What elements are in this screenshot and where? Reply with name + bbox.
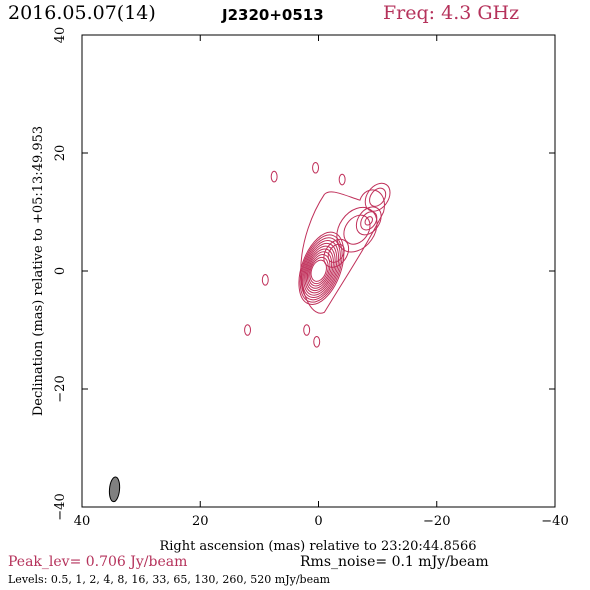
jet-contour (364, 182, 391, 212)
plot-frame (81, 34, 556, 508)
contour-level-0.5 (298, 231, 345, 305)
contour-level-1 (299, 234, 343, 303)
jet-contour (355, 206, 382, 236)
beam-ellipse (108, 476, 121, 503)
jet-contour (336, 206, 378, 253)
x-tick-label: 40 (74, 514, 91, 529)
contour-level-4 (302, 240, 340, 298)
contour-layer (244, 161, 391, 348)
contour-level-65 (306, 251, 333, 289)
contour-level-33 (305, 248, 334, 292)
x-tick-label: −20 (423, 514, 450, 529)
x-tick-label: 20 (192, 514, 209, 529)
x-axis-title: Right ascension (mas) relative to 23:20:… (159, 539, 476, 554)
contour-level-520 (310, 259, 327, 282)
frequency-label: Freq: 4.3 GHz (383, 2, 520, 24)
jet-contour (323, 238, 350, 268)
y-axis-title: Declination (mas) relative to +05:13:49.… (31, 126, 46, 416)
x-tick-label: −40 (541, 514, 568, 529)
contour-level-130 (308, 254, 331, 287)
noise-contour (270, 170, 278, 183)
noise-contour (303, 324, 311, 336)
noise-contour (244, 324, 252, 336)
contour-level-8 (303, 242, 338, 296)
axis-ticks: 40 20 0 −20 −40 −40 −20 0 20 40 (53, 27, 569, 529)
peak-level-label: Peak_lev= 0.706 Jy/beam (8, 554, 188, 570)
observation-date: 2016.05.07(14) (8, 2, 156, 24)
jet-contour (360, 211, 378, 231)
outer-contour (300, 189, 385, 314)
source-name: J2320+0513 (222, 6, 324, 24)
noise-contour (312, 161, 320, 174)
y-tick-label: 20 (53, 145, 68, 162)
noise-contour (261, 274, 269, 286)
y-tick-label: 0 (53, 267, 68, 275)
contour-level-2 (300, 237, 341, 301)
y-tick-label: −20 (53, 375, 68, 402)
jet-contour (369, 187, 387, 207)
contour-levels-label: Levels: 0.5, 1, 2, 4, 8, 16, 33, 65, 130… (8, 573, 331, 586)
y-tick-label: −40 (53, 493, 68, 520)
y-tick-label: 40 (53, 27, 68, 44)
noise-contour (313, 335, 321, 348)
jet-contour (343, 214, 371, 245)
beam-layer (108, 476, 121, 503)
jet-contour (364, 216, 373, 226)
jet-contour (327, 243, 345, 263)
rms-noise-label: Rms_noise= 0.1 mJy/beam (300, 554, 489, 570)
noise-contour (338, 173, 346, 186)
x-tick-label: 0 (314, 514, 322, 529)
